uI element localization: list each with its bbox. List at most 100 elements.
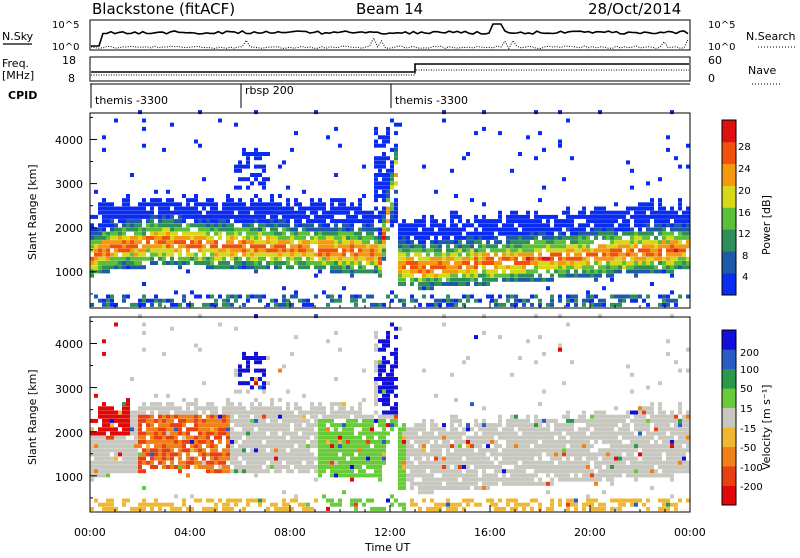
velocity-cell bbox=[146, 440, 150, 444]
power-cell bbox=[202, 232, 206, 236]
velocity-cell bbox=[142, 406, 146, 410]
velocity-cell bbox=[458, 452, 462, 456]
velocity-cell bbox=[270, 415, 274, 419]
velocity-cell bbox=[506, 423, 510, 427]
power-cell bbox=[650, 244, 654, 248]
velocity-cell bbox=[194, 427, 198, 431]
velocity-cell bbox=[642, 406, 646, 410]
power-cell bbox=[466, 282, 470, 286]
velocity-cell bbox=[298, 469, 302, 473]
power-cell bbox=[418, 282, 422, 286]
power-cell bbox=[634, 236, 638, 240]
power-cell bbox=[606, 253, 610, 257]
power-cell bbox=[602, 299, 606, 303]
velocity-cell bbox=[330, 423, 334, 427]
power-cell bbox=[398, 274, 402, 278]
velocity-cell bbox=[158, 448, 162, 452]
power-cell bbox=[250, 261, 254, 265]
velocity-cell bbox=[638, 432, 642, 436]
power-cell bbox=[602, 211, 606, 215]
power-cell bbox=[246, 207, 250, 211]
velocity-cell bbox=[606, 452, 610, 456]
power-cell bbox=[162, 244, 166, 248]
power-cell bbox=[382, 211, 386, 215]
power-cell bbox=[306, 240, 310, 244]
power-cell bbox=[194, 194, 198, 198]
power-cell bbox=[558, 299, 562, 303]
velocity-cell bbox=[294, 419, 298, 423]
power-cell bbox=[314, 232, 318, 236]
velocity-cell bbox=[298, 461, 302, 465]
velocity-cell bbox=[530, 461, 534, 465]
power-cell bbox=[150, 257, 154, 261]
velocity-cell bbox=[486, 461, 490, 465]
velocity-cell bbox=[358, 411, 362, 415]
velocity-cell bbox=[506, 482, 510, 486]
velocity-cell bbox=[178, 423, 182, 427]
velocity-cell bbox=[202, 423, 206, 427]
velocity-cell bbox=[170, 444, 174, 448]
power-cell bbox=[378, 181, 382, 185]
power-cell bbox=[430, 228, 434, 232]
power-cell bbox=[118, 211, 122, 215]
power-cell bbox=[618, 248, 622, 252]
velocity-cell bbox=[642, 469, 646, 473]
velocity-cell bbox=[454, 398, 458, 402]
power-cell bbox=[466, 232, 470, 236]
power-cell bbox=[302, 207, 306, 211]
velocity-cell bbox=[386, 423, 390, 427]
velocity-cell bbox=[438, 457, 442, 461]
velocity-cell bbox=[642, 444, 646, 448]
velocity-cell bbox=[342, 406, 346, 410]
velocity-cell bbox=[226, 436, 230, 440]
power-cell bbox=[638, 202, 642, 206]
power-cell bbox=[102, 228, 106, 232]
power-cell bbox=[394, 160, 398, 164]
velocity-cell bbox=[570, 436, 574, 440]
velocity-cell bbox=[638, 461, 642, 465]
velocity-cell bbox=[310, 465, 314, 469]
power-cell bbox=[626, 295, 630, 299]
velocity-cell bbox=[110, 465, 114, 469]
power-cell bbox=[250, 236, 254, 240]
velocity-cell bbox=[218, 452, 222, 456]
power-cell bbox=[630, 244, 634, 248]
power-cell bbox=[298, 257, 302, 261]
velocity-cell bbox=[514, 452, 518, 456]
power-cell bbox=[114, 223, 118, 227]
velocity-cell bbox=[466, 440, 470, 444]
velocity-cell bbox=[286, 465, 290, 469]
power-cell bbox=[258, 198, 262, 202]
power-cell bbox=[646, 269, 650, 273]
power-cell bbox=[502, 228, 506, 232]
velocity-cell bbox=[274, 419, 278, 423]
power-cell bbox=[294, 211, 298, 215]
velocity-cell bbox=[246, 390, 250, 394]
power-cell bbox=[258, 228, 262, 232]
power-cell bbox=[558, 257, 562, 261]
power-cell bbox=[210, 248, 214, 252]
velocity-cell bbox=[422, 423, 426, 427]
power-cell bbox=[654, 248, 658, 252]
power-cell bbox=[170, 202, 174, 206]
power-cell bbox=[294, 295, 298, 299]
power-cell bbox=[254, 202, 258, 206]
velocity-cell bbox=[390, 419, 394, 423]
velocity-cell bbox=[310, 411, 314, 415]
velocity-cell bbox=[362, 461, 366, 465]
velocity-cell bbox=[374, 369, 378, 373]
velocity-cell bbox=[642, 465, 646, 469]
velocity-cell bbox=[158, 452, 162, 456]
velocity-cell bbox=[602, 411, 606, 415]
power-cell bbox=[558, 274, 562, 278]
velocity-cell bbox=[454, 419, 458, 423]
velocity-cell bbox=[106, 415, 110, 419]
velocity-cell bbox=[342, 465, 346, 469]
velocity-cell bbox=[338, 411, 342, 415]
power-cell bbox=[590, 269, 594, 273]
velocity-cell bbox=[178, 432, 182, 436]
power-cell bbox=[206, 202, 210, 206]
velocity-cell bbox=[446, 503, 450, 507]
power-cell bbox=[518, 232, 522, 236]
power-cell bbox=[618, 244, 622, 248]
